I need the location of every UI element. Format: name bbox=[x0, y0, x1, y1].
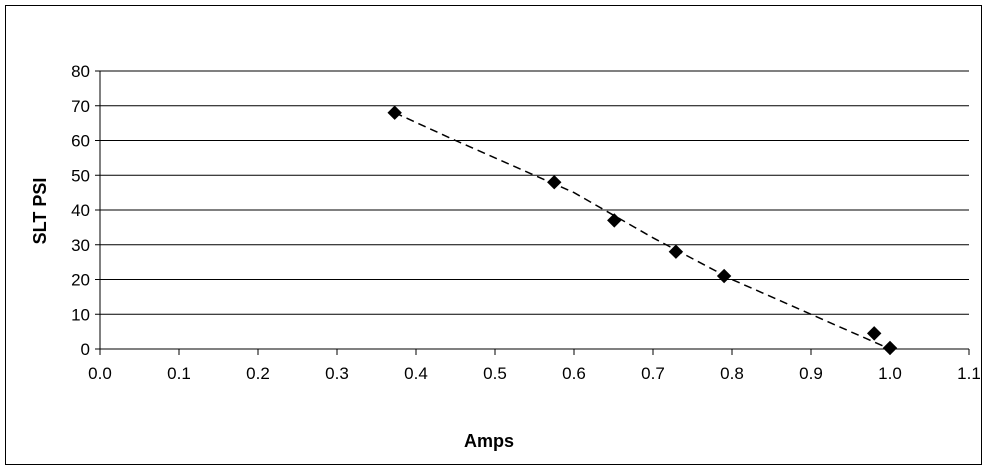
y-axis-title: SLT PSI bbox=[30, 178, 50, 245]
y-tick-label: 80 bbox=[71, 62, 90, 81]
y-tick-label: 10 bbox=[71, 305, 90, 324]
x-tick-label: 0.4 bbox=[404, 364, 428, 383]
tick-labels: 0 10 20 30 40 50 60 70 80 0.0 0.1 0.2 0.3 0.4 0.5 0.6 0.… bbox=[71, 62, 981, 383]
y-tick-label: 70 bbox=[71, 97, 90, 116]
scatter-chart: 0 10 20 30 40 50 60 70 80 0.0 0.1 0.2 0.3 0.4 0.5 0.6 0.… bbox=[30, 62, 981, 451]
data-point bbox=[866, 326, 882, 341]
y-tick-label: 40 bbox=[71, 201, 90, 220]
x-tick-label: 0.8 bbox=[720, 364, 744, 383]
trendline bbox=[394, 112, 891, 350]
x-tick-label: 0.3 bbox=[325, 364, 349, 383]
y-tick-label: 0 bbox=[81, 340, 90, 359]
gridlines bbox=[100, 70, 969, 315]
x-tick-label: 1.0 bbox=[878, 364, 902, 383]
data-point bbox=[547, 174, 562, 190]
y-tick-label: 20 bbox=[71, 271, 90, 290]
trendline-group bbox=[394, 112, 891, 350]
x-tick-label: 0.0 bbox=[88, 364, 112, 383]
y-tick-label: 60 bbox=[71, 132, 90, 151]
x-tick-label: 1.1 bbox=[957, 364, 981, 383]
x-tick-label: 0.1 bbox=[167, 364, 191, 383]
axes bbox=[95, 70, 970, 355]
x-tick-label: 0.2 bbox=[246, 364, 270, 383]
data-point bbox=[387, 105, 402, 120]
x-axis-title: Amps bbox=[464, 431, 514, 451]
x-tick-label: 0.6 bbox=[562, 364, 586, 383]
data-point bbox=[668, 244, 684, 259]
y-tick-label: 30 bbox=[71, 236, 90, 255]
x-tick-label: 0.9 bbox=[799, 364, 823, 383]
data-point bbox=[607, 213, 622, 228]
y-tick-label: 50 bbox=[71, 166, 90, 185]
x-tick-label: 0.7 bbox=[641, 364, 665, 383]
data-points bbox=[387, 105, 898, 356]
data-point bbox=[716, 268, 732, 284]
data-point bbox=[882, 340, 898, 356]
chart-frame: 0 10 20 30 40 50 60 70 80 0.0 0.1 0.2 0.3 0.4 0.5 0.6 0.… bbox=[5, 5, 982, 465]
x-tick-label: 0.5 bbox=[483, 364, 507, 383]
